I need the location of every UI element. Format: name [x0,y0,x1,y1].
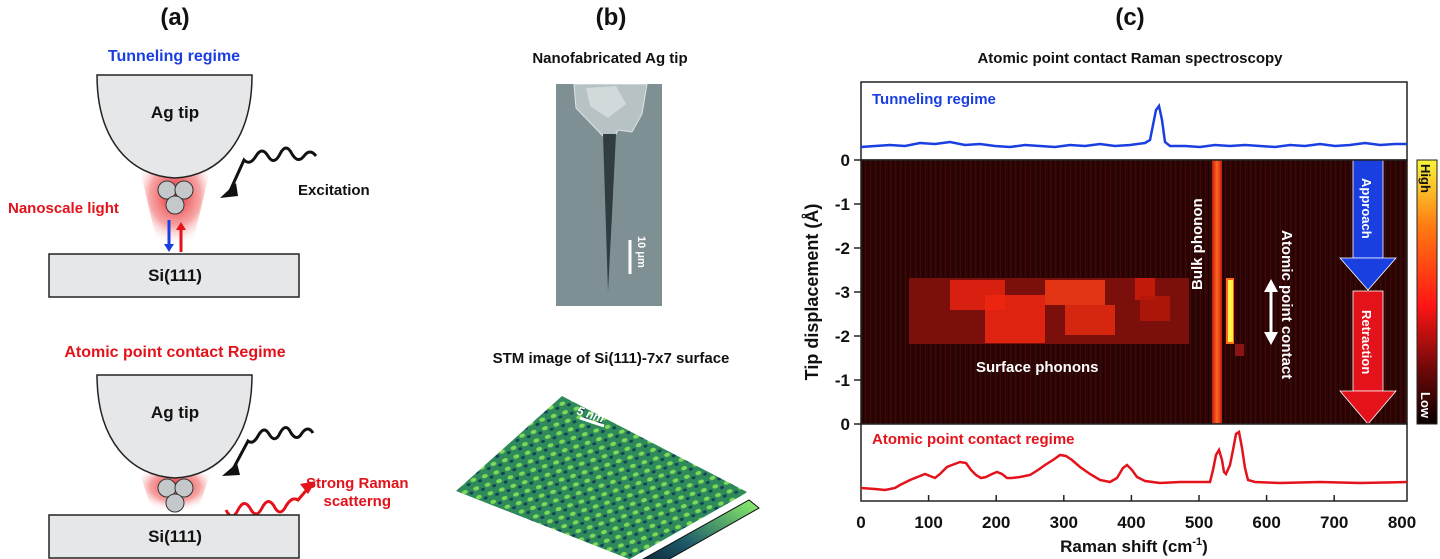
sem-tip-image: 10 μm [556,84,662,306]
bulk-phonon-label: Bulk phonon [1189,198,1206,290]
ag-tip-label-1: Ag tip [150,103,200,122]
contact-spectrum-frame [860,423,1408,502]
panel-b-label: (b) [595,4,627,31]
tunneling-trace-label: Tunneling regime [872,91,996,108]
strong-raman-label: Strong Raman scatterng [306,475,409,510]
raman-arrow-icon [300,481,316,494]
retraction-label: Retraction [1359,310,1374,374]
nanoscale-light-label: Nanoscale light [8,200,119,217]
ag-tip-label-2: Ag tip [150,403,200,422]
chart-title: Atomic point contact Raman spectroscopy [977,50,1283,67]
excitation-wave-2 [230,426,315,472]
approach-arrow-icon [1339,257,1397,291]
svg-text:700: 700 [1320,513,1348,532]
svg-text:600: 600 [1252,513,1280,532]
svg-text:800: 800 [1388,513,1416,532]
tunneling-spectrum-frame [860,81,1408,161]
atomic-contact-annotation: Atomic point contact [1278,230,1295,379]
substrate-label-1: Si(111) [148,266,202,285]
svg-text:-2: -2 [835,327,850,346]
panel-c-label: (c) [1115,4,1145,31]
ag-tip-shape [96,74,253,179]
stm-image-title: STM image of Si(111)-7x7 surface [492,350,730,367]
si-substrate-2 [48,514,300,559]
approach-label: Approach [1359,178,1374,239]
atomic-contact-regime-title: Atomic point contact Regime [64,344,286,361]
bulk-phonon-line [1212,160,1222,424]
arrow-down-icon [164,244,174,252]
stm-image: 5 nm [456,396,760,559]
colorbar [1416,159,1438,425]
contact-diagram [48,374,316,559]
sem-scalebar-label: 10 μm [635,236,647,268]
x-axis-label: Raman shift (cm-1) [1060,536,1208,556]
svg-text:-1: -1 [835,195,850,214]
substrate-label-2: Si(111) [148,527,202,546]
svg-text:0: 0 [856,513,865,532]
x-ticks [927,495,1335,501]
excitation-label: Excitation [298,182,370,199]
svg-text:200: 200 [982,513,1010,532]
svg-text:-3: -3 [835,283,850,302]
retraction-arrow-icon [1339,390,1397,425]
tunneling-diagram [48,74,318,298]
tunneling-regime-title: Tunneling regime [107,48,241,65]
svg-text:400: 400 [1117,513,1145,532]
y-tick-labels: 0 -1 -2 -3 -2 -1 0 [835,151,850,434]
ag-tip-shape-2 [96,374,253,479]
svg-text:300: 300 [1050,513,1078,532]
ag-tip-image-title: Nanofabricated Ag tip [532,50,688,67]
si-substrate-1 [48,253,300,298]
raman-chart: Bulk phonon Surface phonons Atomic point… [802,81,1438,556]
surface-phonons-label: Surface phonons [976,359,1099,376]
colorbar-low-label: Low [1418,392,1433,419]
panel-a-label: (a) [160,4,190,31]
svg-text:500: 500 [1185,513,1213,532]
excitation-arrow-icon [220,183,238,198]
x-tick-labels: 0 100 200 300 400 500 600 700 800 [856,513,1416,532]
arrow-up-icon [176,222,186,230]
apc-peak [1228,280,1233,342]
contact-spectrum-line [860,429,1408,492]
svg-text:-2: -2 [835,239,850,258]
svg-text:0: 0 [841,151,850,170]
surface-phonons-band [909,278,1189,344]
excitation-wave [228,146,318,192]
tunneling-spectrum-line [860,103,1407,149]
svg-text:100: 100 [914,513,942,532]
contact-trace-label: Atomic point contact regime [872,431,1075,448]
colorbar-high-label: High [1418,164,1433,193]
y-axis-label: Tip displacement (Å) [802,204,822,381]
svg-text:0: 0 [841,415,850,434]
svg-text:-1: -1 [835,371,850,390]
raman-scattering-wave [224,485,312,518]
